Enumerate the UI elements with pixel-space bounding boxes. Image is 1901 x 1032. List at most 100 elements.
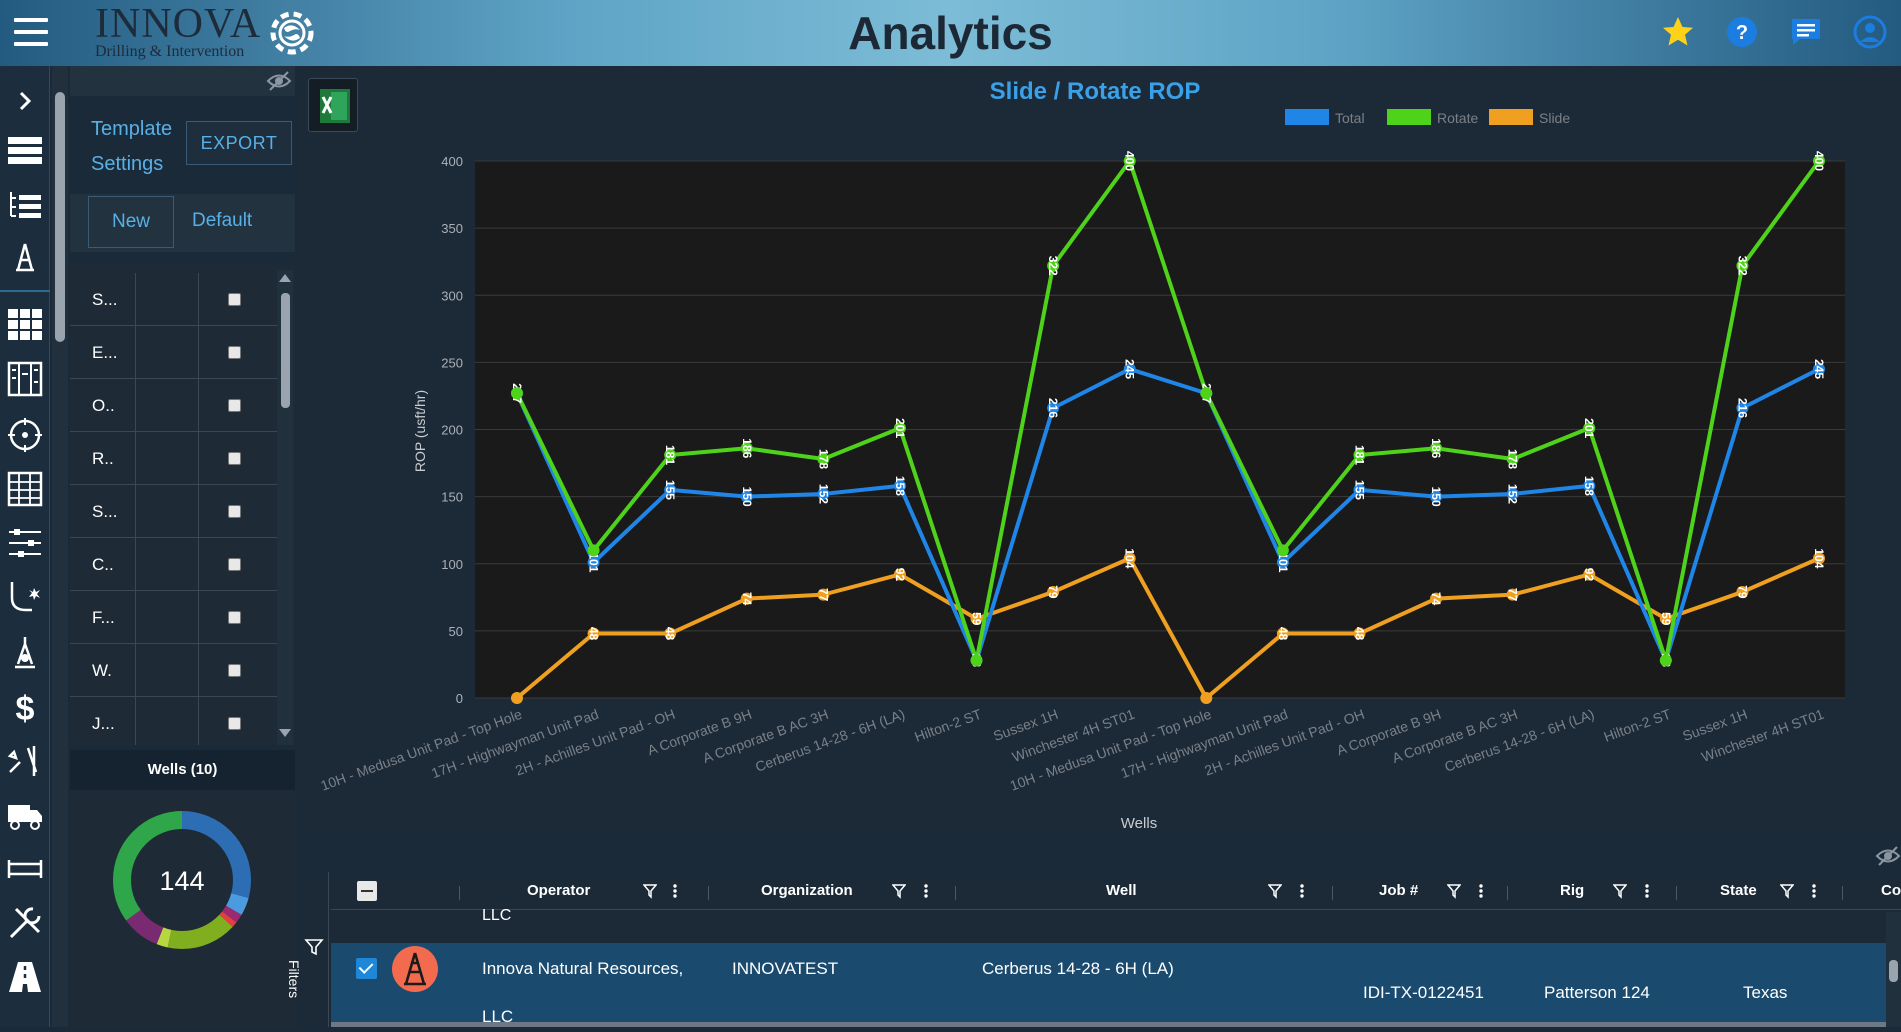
pipe-icon[interactable] xyxy=(6,850,44,888)
rig-icon[interactable] xyxy=(392,946,438,992)
row-checkbox[interactable] xyxy=(228,293,241,306)
filter-icon[interactable] xyxy=(1780,883,1794,899)
grid-row[interactable]: W. xyxy=(70,644,277,697)
data-point-rotate[interactable] xyxy=(1583,422,1596,435)
col-header-job[interactable]: Job # xyxy=(1379,882,1419,899)
col-header-co[interactable]: Co xyxy=(1881,882,1901,899)
filter-icon[interactable] xyxy=(1613,883,1627,899)
column-menu-icon[interactable] xyxy=(1299,883,1305,899)
row-checkbox[interactable] xyxy=(228,664,241,677)
chat-icon[interactable] xyxy=(1788,14,1824,50)
column-menu-icon[interactable] xyxy=(1478,883,1484,899)
user-icon[interactable] xyxy=(1852,14,1888,50)
data-point-rotate[interactable] xyxy=(1353,449,1366,462)
row-checkbox[interactable] xyxy=(228,452,241,465)
data-point-rotate[interactable] xyxy=(1736,259,1749,272)
row-checkbox[interactable] xyxy=(228,558,241,571)
data-point-rotate[interactable] xyxy=(1276,544,1289,557)
legend-label[interactable]: Slide xyxy=(1539,110,1570,126)
data-point-slide[interactable] xyxy=(664,627,677,640)
data-point-total[interactable] xyxy=(1123,363,1136,376)
data-point-total[interactable] xyxy=(587,556,600,569)
row-checkbox[interactable] xyxy=(228,611,241,624)
filter-icon[interactable] xyxy=(1447,883,1461,899)
table-scrollbar-thumb[interactable] xyxy=(1889,960,1898,982)
grid-row[interactable]: C.. xyxy=(70,538,277,591)
data-point-rotate[interactable] xyxy=(587,544,600,557)
data-point-rotate[interactable] xyxy=(1813,155,1825,167)
legend-swatch[interactable] xyxy=(1387,109,1431,125)
data-point-slide[interactable] xyxy=(1659,612,1672,625)
menu-icon[interactable] xyxy=(14,18,48,46)
col-header-well[interactable]: Well xyxy=(1106,882,1137,899)
directional-icon[interactable] xyxy=(6,578,44,616)
data-point-rotate[interactable] xyxy=(970,654,983,667)
star-icon[interactable] xyxy=(1660,14,1696,50)
data-point-slide[interactable] xyxy=(817,588,830,601)
tab-default[interactable]: Default xyxy=(192,210,253,231)
data-point-slide[interactable] xyxy=(1583,568,1596,581)
data-point-total[interactable] xyxy=(1047,402,1060,415)
scroll-down-icon[interactable] xyxy=(279,729,291,737)
data-point-slide[interactable] xyxy=(1353,627,1366,640)
target-icon[interactable] xyxy=(6,416,44,454)
eye-off-icon[interactable] xyxy=(266,70,292,92)
data-point-rotate[interactable] xyxy=(1506,453,1519,466)
column-menu-icon[interactable] xyxy=(1644,883,1650,899)
data-point-total[interactable] xyxy=(893,479,906,492)
grid-row[interactable]: S... xyxy=(70,485,277,538)
sliders-icon[interactable] xyxy=(6,524,44,562)
legend-label[interactable]: Rotate xyxy=(1437,110,1478,126)
data-point-slide[interactable] xyxy=(1813,552,1825,565)
excel-export-icon[interactable] xyxy=(308,78,358,132)
rig-icon[interactable] xyxy=(6,240,44,278)
filter-icon[interactable] xyxy=(643,883,657,899)
data-point-slide[interactable] xyxy=(1276,627,1289,640)
data-point-slide[interactable] xyxy=(1430,592,1443,605)
data-point-total[interactable] xyxy=(664,483,677,496)
help-icon[interactable]: ? xyxy=(1724,14,1760,50)
data-point-slide[interactable] xyxy=(970,612,983,625)
grid-row[interactable]: O.. xyxy=(70,379,277,432)
grid-row[interactable]: J... xyxy=(70,697,277,745)
data-point-rotate[interactable] xyxy=(664,449,677,462)
col-header-state[interactable]: State xyxy=(1720,882,1757,899)
col-header-operator[interactable]: Operator xyxy=(527,882,591,899)
data-point-rotate[interactable] xyxy=(740,442,753,455)
export-button[interactable]: EXPORT xyxy=(186,121,292,165)
data-point-slide[interactable] xyxy=(893,568,906,581)
legend-swatch[interactable] xyxy=(1489,109,1533,125)
tab-new[interactable]: New xyxy=(88,196,174,248)
row-checkbox[interactable] xyxy=(228,399,241,412)
data-point-rotate[interactable] xyxy=(1659,654,1672,667)
data-point-slide[interactable] xyxy=(1047,585,1060,598)
grid-row[interactable]: E... xyxy=(70,326,277,379)
list-view-icon[interactable] xyxy=(6,132,44,170)
filter-icon[interactable] xyxy=(1268,883,1282,899)
wrench-icon[interactable] xyxy=(6,904,44,942)
data-point-total[interactable] xyxy=(817,487,830,500)
data-point-slide[interactable] xyxy=(1200,692,1213,704)
data-point-rotate[interactable] xyxy=(893,422,906,435)
data-point-rotate[interactable] xyxy=(1123,155,1136,167)
data-point-rotate[interactable] xyxy=(1200,387,1213,400)
grid-row[interactable]: R.. xyxy=(70,432,277,485)
scroll-up-icon[interactable] xyxy=(279,274,291,282)
table-row[interactable] xyxy=(331,943,1886,1027)
data-point-total[interactable] xyxy=(1276,556,1289,569)
data-point-slide[interactable] xyxy=(587,627,600,640)
data-point-slide[interactable] xyxy=(1506,588,1519,601)
grid-row[interactable]: F... xyxy=(70,591,277,644)
data-point-rotate[interactable] xyxy=(1047,259,1060,272)
wells-donut-chart[interactable]: 144 xyxy=(70,790,295,1027)
column-menu-icon[interactable] xyxy=(923,883,929,899)
data-point-total[interactable] xyxy=(1506,487,1519,500)
data-point-total[interactable] xyxy=(1813,363,1825,376)
grid-row[interactable]: S... xyxy=(70,273,277,326)
tools-icon[interactable] xyxy=(6,742,44,780)
data-point-total[interactable] xyxy=(1736,402,1749,415)
row-checkbox[interactable] xyxy=(228,505,241,518)
filters-toggle[interactable] xyxy=(297,872,329,1027)
row-checkbox[interactable] xyxy=(228,717,241,730)
dollar-icon[interactable]: $ xyxy=(6,688,44,726)
